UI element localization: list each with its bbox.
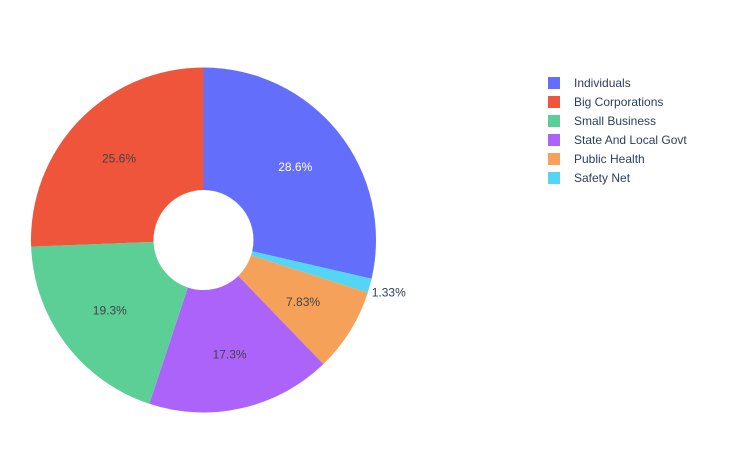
slice-label-public-health: 7.83% xyxy=(286,295,320,309)
legend-label: Individuals xyxy=(574,76,631,90)
slice-safety-net[interactable] xyxy=(251,251,372,293)
slice-small-business[interactable] xyxy=(31,241,188,404)
pie-labels: 28.6% 1.33% 7.83% 17.3% 19.3% 25.6% xyxy=(93,152,406,362)
legend-item-big-corporations[interactable]: Big Corporations xyxy=(548,95,663,109)
legend-swatch xyxy=(548,153,560,165)
slice-label-state-and-local-govt: 17.3% xyxy=(213,347,247,361)
legend-item-safety-net[interactable]: Safety Net xyxy=(548,171,631,185)
slice-label-small-business: 19.3% xyxy=(93,303,127,317)
legend-swatch xyxy=(548,172,560,184)
legend-item-state-and-local-govt[interactable]: State And Local Govt xyxy=(548,133,687,147)
slice-label-big-corporations: 25.6% xyxy=(102,152,136,166)
slice-individuals[interactable] xyxy=(203,67,377,279)
legend-swatch xyxy=(548,96,560,108)
legend-label: Safety Net xyxy=(574,171,631,185)
slice-label-individuals: 28.6% xyxy=(278,160,312,174)
slice-public-health[interactable] xyxy=(238,255,368,365)
slice-big-corporations[interactable] xyxy=(31,67,204,247)
slice-label-safety-net: 1.33% xyxy=(372,285,406,299)
legend-swatch xyxy=(548,134,560,146)
legend-label: Small Business xyxy=(574,114,656,128)
legend-label: Public Health xyxy=(574,152,645,166)
legend-label: Big Corporations xyxy=(574,95,663,109)
legend-item-small-business[interactable]: Small Business xyxy=(548,114,656,128)
pie-slices xyxy=(31,67,377,413)
legend[interactable]: Individuals Big Corporations Small Busines… xyxy=(548,76,687,185)
legend-swatch xyxy=(548,115,560,127)
legend-item-public-health[interactable]: Public Health xyxy=(548,152,645,166)
slice-state-and-local-govt[interactable] xyxy=(149,275,324,413)
legend-label: State And Local Govt xyxy=(574,133,687,147)
legend-swatch xyxy=(548,77,560,89)
legend-item-individuals[interactable]: Individuals xyxy=(548,76,631,90)
